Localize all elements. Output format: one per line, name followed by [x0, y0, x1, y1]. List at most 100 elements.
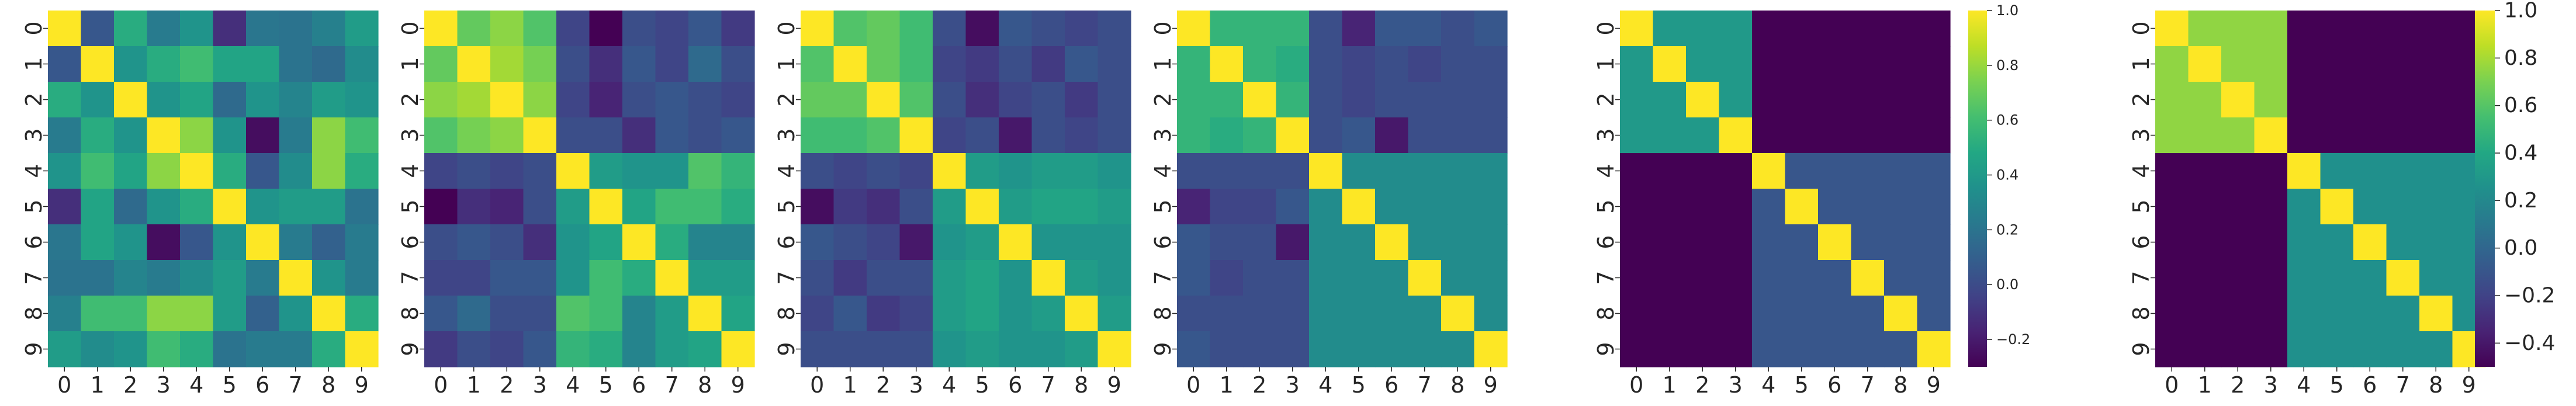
heatmap-6-cell-6-8 — [2419, 224, 2453, 261]
heatmap-3-cell-1-4 — [933, 46, 967, 82]
heatmap-4-cell-4-8 — [1441, 153, 1475, 189]
heatmap-2-cell-3-0 — [424, 117, 458, 154]
heatmap-3-cell-1-7 — [1031, 46, 1065, 82]
heatmap-1-cell-0-6 — [246, 11, 280, 47]
heatmap-4-cell-7-0 — [1177, 260, 1211, 296]
heatmap-4-cell-2-7 — [1408, 82, 1442, 118]
heatmap-6-y-tick-6: 6 — [2128, 235, 2154, 249]
heatmap-5-cell-8-4 — [1752, 296, 1786, 332]
heatmap-2-cell-8-3 — [523, 296, 557, 332]
heatmap-4-cell-5-7 — [1408, 189, 1442, 225]
heatmap-5-cell-7-3 — [1719, 260, 1753, 296]
heatmap-3-cell-8-8 — [1065, 296, 1099, 332]
heatmap-1-cell-1-9 — [345, 46, 379, 82]
heatmap-2-cell-7-9 — [721, 260, 755, 296]
heatmap-3-cell-6-6 — [999, 224, 1033, 261]
heatmap-4-cell-0-8 — [1441, 11, 1475, 47]
heatmap-1-cell-1-7 — [279, 46, 313, 82]
heatmap-1-cell-8-0 — [48, 296, 82, 332]
heatmap-4-x-tick-2: 2 — [1252, 372, 1266, 398]
heatmap-5-cell-6-9 — [1917, 224, 1951, 261]
heatmap-2-y-tick-5: 5 — [397, 199, 423, 213]
heatmap-1-cell-6-5 — [213, 224, 247, 261]
heatmap-3-cell-2-6 — [999, 82, 1033, 118]
heatmap-3-cell-9-2 — [867, 331, 901, 367]
heatmap-4-cell-3-1 — [1210, 117, 1244, 154]
heatmap-4-cell-9-8 — [1441, 331, 1475, 367]
heatmap-1-cell-3-6 — [246, 117, 280, 154]
heatmap-6-cell-4-6 — [2353, 153, 2387, 189]
heatmap-1-cell-7-3 — [147, 260, 181, 296]
heatmap-1-x-tick-8: 8 — [321, 372, 335, 398]
heatmap-3-cell-4-5 — [965, 153, 999, 189]
heatmap-3-cell-7-7 — [1031, 260, 1065, 296]
heatmap-5-cell-6-1 — [1653, 224, 1687, 261]
heatmap-6-y-tick-3: 3 — [2128, 128, 2154, 142]
heatmap-5-cell-8-6 — [1818, 296, 1852, 332]
heatmap-5-cell-1-1 — [1653, 46, 1687, 82]
heatmap-1-cell-0-0 — [48, 11, 82, 47]
heatmap-2-y-tick-3: 3 — [397, 128, 423, 142]
heatmap-3-cell-9-4 — [933, 331, 967, 367]
heatmap-1-cell-6-1 — [81, 224, 115, 261]
heatmap-2-cell-6-8 — [688, 224, 722, 261]
heatmap-6-cell-2-2 — [2221, 82, 2255, 118]
heatmap-4-cell-6-3 — [1276, 224, 1310, 261]
heatmap-1-cell-1-5 — [213, 46, 247, 82]
heatmap-1-y-tick-7: 7 — [21, 270, 47, 284]
heatmap-1-cell-4-6 — [246, 153, 280, 189]
heatmap-3-cell-7-2 — [867, 260, 901, 296]
heatmap-2-cell-9-8 — [688, 331, 722, 367]
heatmap-1-cell-3-4 — [180, 117, 214, 154]
heatmap-6-cell-9-0 — [2155, 331, 2189, 367]
heatmap-5-cell-1-9 — [1917, 46, 1951, 82]
heatmap-1-cell-0-2 — [114, 11, 148, 47]
heatmap-4-cell-7-8 — [1441, 260, 1475, 296]
heatmap-5-cell-5-3 — [1719, 189, 1753, 225]
heatmap-4-x-tick-6: 6 — [1384, 372, 1398, 398]
heatmap-4-x-tick-7: 7 — [1418, 372, 1432, 398]
heatmap-6-cell-5-1 — [2188, 189, 2222, 225]
heatmap-6-cell-8-4 — [2287, 296, 2321, 332]
heatmap-6-cell-8-8 — [2419, 296, 2453, 332]
heatmap-2-cell-7-2 — [490, 260, 524, 296]
heatmap-4-cell-4-0 — [1177, 153, 1211, 189]
heatmap-5-cell-3-8 — [1884, 117, 1918, 154]
heatmap-5-x-tick-9: 9 — [1927, 372, 1941, 398]
heatmap-6-cell-7-0 — [2155, 260, 2189, 296]
heatmap-6-cell-7-3 — [2254, 260, 2288, 296]
heatmap-3-y-tick-3: 3 — [774, 128, 799, 142]
heatmap-5-cell-5-9 — [1917, 189, 1951, 225]
heatmap-2-x-tick-1: 1 — [467, 372, 481, 398]
heatmap-4-cell-9-3 — [1276, 331, 1310, 367]
heatmap-3-cell-2-1 — [833, 82, 867, 118]
heatmap-2-cell-1-7 — [655, 46, 689, 82]
heatmap-1-cell-8-3 — [147, 296, 181, 332]
heatmap-2-cell-0-5 — [589, 11, 623, 47]
heatmap-5-cell-3-0 — [1620, 117, 1654, 154]
heatmap-1-cell-3-7 — [279, 117, 313, 154]
colorbar-5-tick-2: 0.6 — [1996, 112, 2018, 129]
heatmap-1-cell-2-8 — [312, 82, 346, 118]
heatmap-3-cell-1-8 — [1065, 46, 1099, 82]
heatmap-6-cell-1-0 — [2155, 46, 2189, 82]
heatmap-2-cell-1-5 — [589, 46, 623, 82]
heatmap-5-y-tick-7: 7 — [1593, 270, 1619, 284]
heatmap-2-cell-5-2 — [490, 189, 524, 225]
heatmap-2-y-tick-1: 1 — [397, 57, 423, 71]
heatmap-4-cell-2-8 — [1441, 82, 1475, 118]
heatmap-2-cell-9-5 — [589, 331, 623, 367]
heatmap-3-cell-8-5 — [965, 296, 999, 332]
heatmap-4-y-tick-4: 4 — [1150, 164, 1176, 178]
heatmap-2-cell-4-8 — [688, 153, 722, 189]
heatmap-5-cell-4-0 — [1620, 153, 1654, 189]
heatmap-3-cell-7-9 — [1097, 260, 1131, 296]
heatmap-6-cell-0-8 — [2419, 11, 2453, 47]
heatmap-5-cell-1-6 — [1818, 46, 1852, 82]
heatmap-3-cell-5-0 — [801, 189, 835, 225]
heatmap-6-cell-2-6 — [2353, 82, 2387, 118]
heatmap-3-cell-2-2 — [867, 82, 901, 118]
heatmap-3-cell-2-8 — [1065, 82, 1099, 118]
heatmap-1-cell-0-8 — [312, 11, 346, 47]
heatmap-6-cell-5-4 — [2287, 189, 2321, 225]
